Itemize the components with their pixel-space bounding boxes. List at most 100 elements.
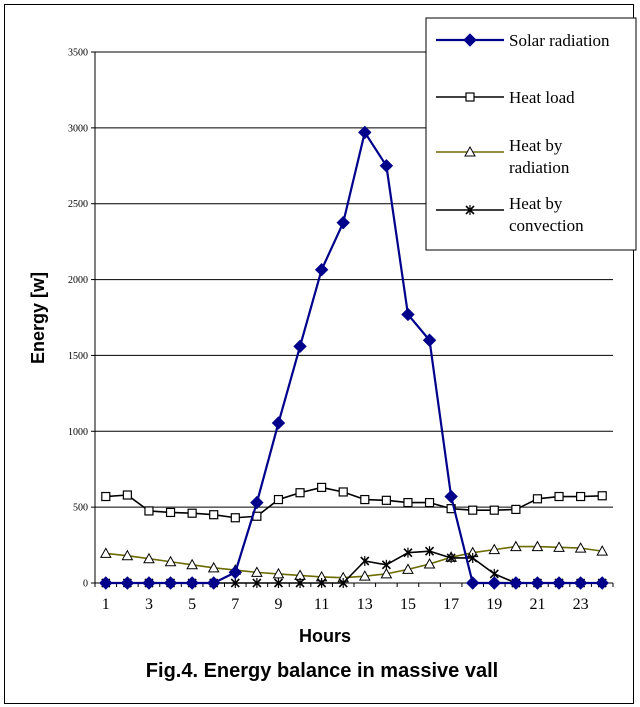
data-point xyxy=(314,263,329,277)
data-point xyxy=(511,504,521,515)
legend-marker xyxy=(464,145,476,157)
data-point xyxy=(554,491,564,502)
figure-caption: Fig.4. Energy balance in massive vall xyxy=(146,660,498,682)
series-line xyxy=(105,550,603,584)
data-point xyxy=(336,215,350,230)
data-point xyxy=(509,576,523,590)
data-point xyxy=(596,545,609,556)
x-tick-label: 7 xyxy=(231,596,239,613)
data-point xyxy=(360,494,370,505)
data-point xyxy=(444,489,458,504)
legend-marker xyxy=(465,92,475,102)
data-point xyxy=(595,576,609,590)
data-point xyxy=(273,494,284,505)
legend-label: radiation xyxy=(509,158,570,177)
legend-label: Solar radiation xyxy=(509,31,610,50)
data-point xyxy=(295,488,305,498)
data-point xyxy=(573,576,588,590)
legend-item: Heat by convection xyxy=(436,194,584,235)
x-tick-label: 5 xyxy=(188,596,196,613)
data-point xyxy=(402,563,414,574)
legend: Solar radiation Heat load Heat by radiation… xyxy=(425,17,637,251)
data-point xyxy=(489,505,499,515)
x-tick-label: 11 xyxy=(314,596,329,613)
legend-label: convection xyxy=(509,216,584,235)
legend-marker xyxy=(465,205,475,215)
y-tick-label: 0 xyxy=(83,579,88,590)
data-point xyxy=(230,513,240,523)
y-axis-label: Energy [w] xyxy=(28,272,48,364)
data-point xyxy=(466,576,480,590)
data-point xyxy=(101,491,111,502)
data-point xyxy=(488,543,501,555)
data-point xyxy=(338,578,348,588)
data-point xyxy=(99,547,112,558)
data-point xyxy=(317,482,327,493)
data-point xyxy=(271,416,286,430)
data-point xyxy=(531,540,544,552)
data-point xyxy=(424,497,435,508)
x-tick-label: 9 xyxy=(274,596,282,613)
data-point xyxy=(144,506,154,516)
data-point xyxy=(293,339,307,354)
x-tick-label: 3 xyxy=(145,596,153,613)
y-tick-label: 3500 xyxy=(68,48,88,59)
data-point xyxy=(468,552,478,563)
data-point xyxy=(252,578,262,588)
data-point xyxy=(207,561,220,573)
data-point xyxy=(163,576,178,590)
legend-item: Heat load xyxy=(436,88,575,107)
series-line xyxy=(105,545,603,579)
y-axis-ticks: 0 500 1000 1500 2000 2500 3000 3500 xyxy=(68,48,95,590)
data-point xyxy=(338,487,348,497)
data-point xyxy=(187,508,197,518)
data-point xyxy=(143,552,155,564)
data-point xyxy=(272,567,285,579)
x-tick-label: 21 xyxy=(529,596,545,613)
x-tick-label: 19 xyxy=(486,596,502,613)
data-point xyxy=(487,576,501,590)
legend-item: Solar radiation xyxy=(436,31,610,50)
data-point xyxy=(574,542,587,553)
legend-label: Heat by xyxy=(509,136,563,155)
data-point xyxy=(510,540,522,552)
x-tick-label: 15 xyxy=(400,596,416,613)
data-point xyxy=(530,576,545,590)
data-point xyxy=(424,546,435,557)
data-point xyxy=(358,570,371,581)
data-point xyxy=(597,491,607,501)
data-point xyxy=(142,576,156,590)
data-point xyxy=(273,578,284,588)
legend-box xyxy=(425,17,637,251)
data-point xyxy=(381,559,391,570)
data-point xyxy=(360,556,370,567)
y-tick-label: 2500 xyxy=(68,199,88,210)
data-point xyxy=(401,307,415,322)
data-point xyxy=(381,495,391,505)
data-point xyxy=(358,125,372,140)
data-point xyxy=(251,566,263,577)
data-point xyxy=(207,576,221,590)
data-point xyxy=(295,578,305,588)
data-point xyxy=(121,549,134,561)
legend-label: Heat by xyxy=(509,194,563,213)
data-point xyxy=(165,507,176,518)
series-line xyxy=(105,486,603,519)
series-heat-by-radiation xyxy=(99,540,609,583)
data-point xyxy=(228,565,242,580)
data-point xyxy=(422,333,437,347)
data-point xyxy=(185,576,199,590)
data-point xyxy=(164,555,177,567)
y-tick-label: 1000 xyxy=(68,427,88,438)
y-tick-label: 500 xyxy=(73,503,88,514)
data-point xyxy=(317,578,327,588)
x-axis-label: Hours xyxy=(299,626,351,646)
data-point xyxy=(446,552,456,563)
data-point xyxy=(553,541,565,552)
legend-item: Heat by radiation xyxy=(436,136,570,177)
data-point xyxy=(120,576,135,590)
y-tick-label: 1500 xyxy=(68,351,88,362)
series-heat-load xyxy=(101,482,607,523)
data-point xyxy=(379,159,394,173)
